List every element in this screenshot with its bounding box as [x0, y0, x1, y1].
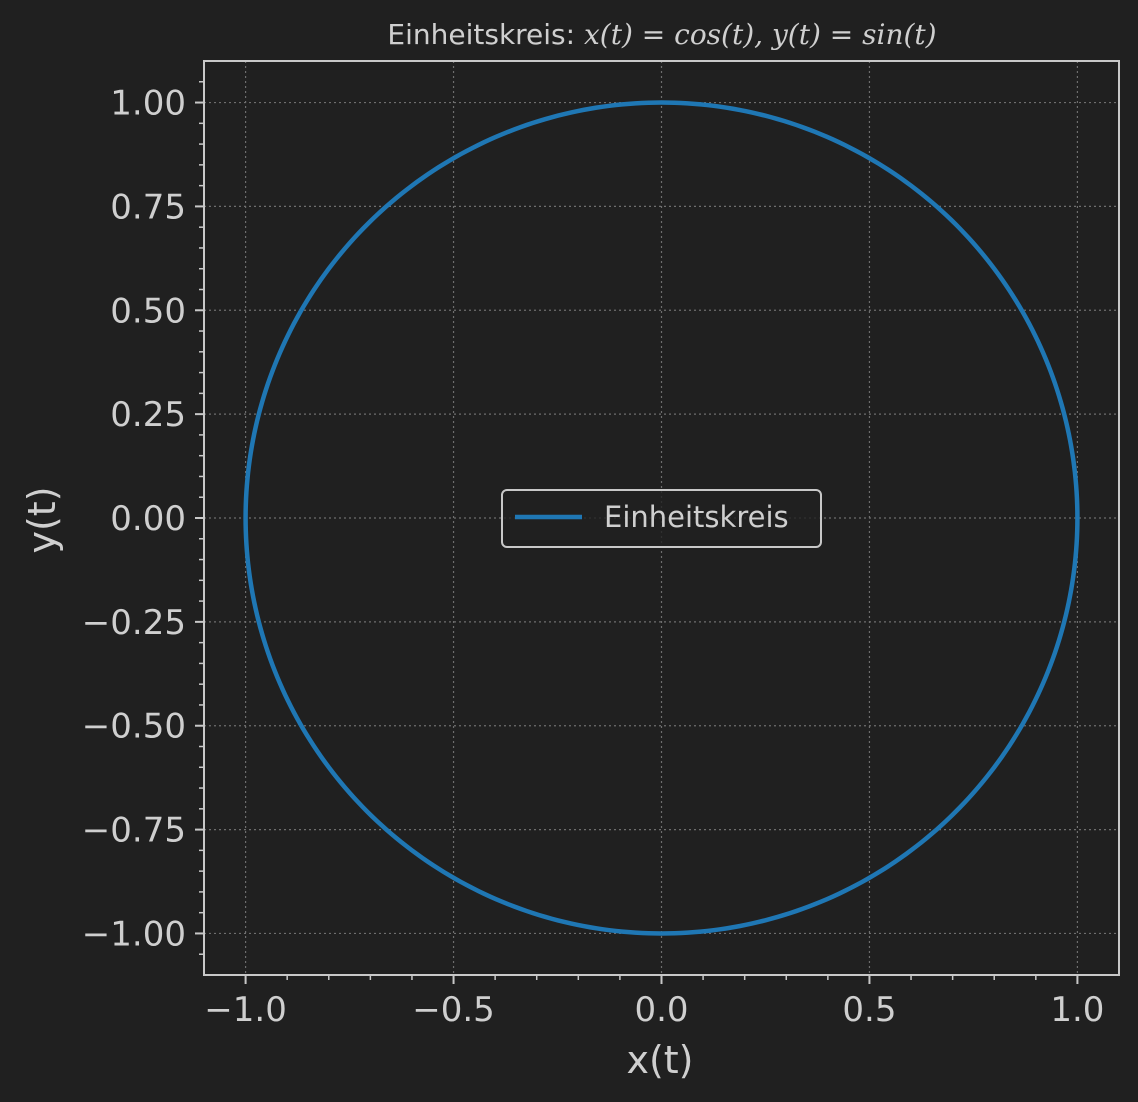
y-tick-label: −1.00	[82, 914, 186, 954]
y-tick-label: 0.50	[110, 291, 186, 331]
y-tick-label: 0.75	[110, 187, 186, 227]
y-tick-label: 0.00	[110, 499, 186, 539]
legend-label: Einheitskreis	[604, 500, 789, 534]
axes-frame	[203, 60, 1120, 976]
chart-title-formula: x(t) = cos(t), y(t) = sin(t)	[584, 18, 937, 51]
series-line-einheitskreis	[243, 100, 1080, 936]
x-axis-label: x(t)	[626, 1038, 693, 1082]
legend: Einheitskreis	[501, 489, 822, 548]
y-axis-label: y(t)	[20, 486, 64, 553]
y-tick-label: 0.25	[110, 395, 186, 435]
chart-title: Einheitskreis: x(t) = cos(t), y(t) = sin…	[387, 18, 936, 51]
chart-title-prefix: Einheitskreis:	[387, 18, 584, 51]
major-ticks	[195, 101, 1079, 984]
y-tick-label: −0.25	[82, 603, 186, 643]
x-tick-label: 0.5	[842, 990, 896, 1030]
x-tick-label: 0.0	[634, 990, 688, 1030]
x-tick-label: 1.0	[1050, 990, 1104, 1030]
y-tick-label: 1.00	[110, 84, 186, 124]
legend-box	[501, 489, 822, 548]
x-tick-label: −0.5	[412, 990, 495, 1030]
x-tick-label: −1.0	[204, 990, 287, 1030]
y-tick-label: −0.75	[82, 811, 186, 851]
y-tick-label: −0.50	[82, 707, 186, 747]
y-tick-labels: 1.00 0.75 0.50 0.25 0.00 −0.25 −0.50 −0.75 −1.00	[82, 84, 186, 955]
x-tick-labels: −1.0 −0.5 0.0 0.5 1.0	[204, 990, 1104, 1030]
